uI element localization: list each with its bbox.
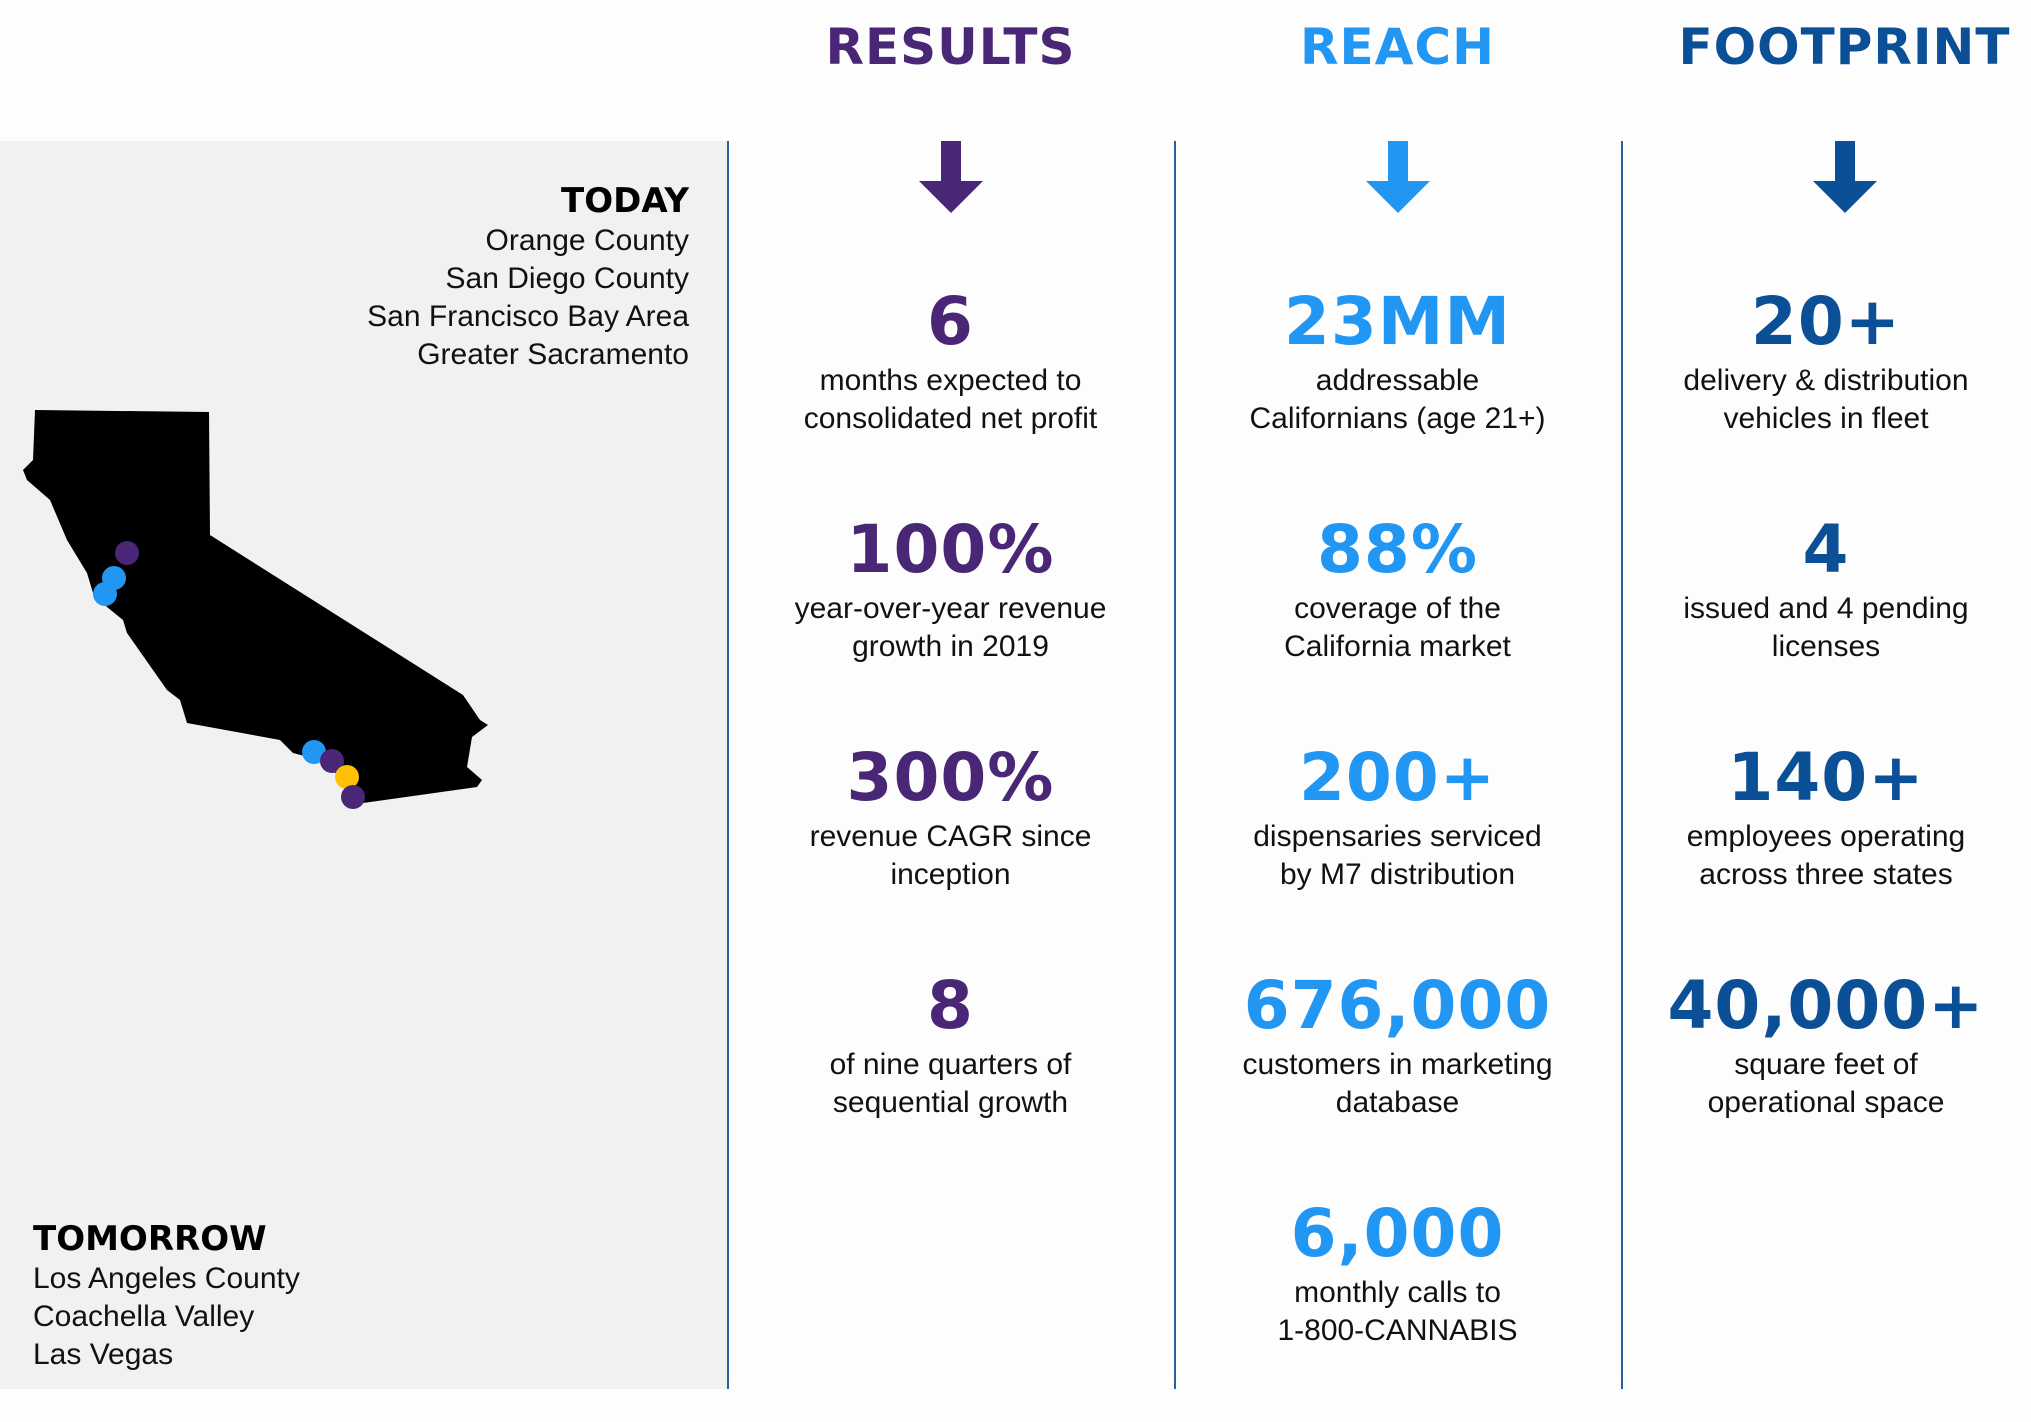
stat-desc: months expected to: [819, 364, 1082, 397]
column-divider: [1174, 141, 1176, 1389]
map-marker-la: [302, 740, 326, 764]
stat-desc: licenses: [1771, 630, 1881, 663]
california-map: [23, 410, 488, 809]
location-item: Coachella Valley: [33, 1300, 255, 1333]
stat-value: 6,000: [1290, 1195, 1505, 1272]
stat-desc: consolidated net profit: [803, 402, 1098, 435]
stat-item: 88% coverage of the California market: [1284, 510, 1511, 738]
reach-column: 23MM addressable Californians (age 21+) 88…: [1174, 282, 1621, 1422]
california-shape: [23, 410, 488, 803]
stat-value: 40,000+: [1667, 967, 1985, 1044]
stat-item: 100% year-over-year revenue growth in 2019: [795, 510, 1107, 738]
stat-desc: customers in marketing: [1242, 1048, 1553, 1081]
stat-item: 40,000+ square feet of operational space: [1668, 966, 1985, 1194]
stat-desc: square feet of: [1734, 1048, 1918, 1081]
column-divider: [1621, 141, 1623, 1389]
stat-desc: database: [1335, 1086, 1460, 1119]
location-item: Greater Sacramento: [417, 338, 689, 371]
stat-item: 20+ delivery & distribution vehicles in fl…: [1683, 282, 1968, 510]
stat-value: 23MM: [1283, 283, 1512, 360]
stat-desc: sequential growth: [832, 1086, 1069, 1119]
stat-value: 200+: [1298, 739, 1497, 816]
stat-item: 6 months expected to consolidated net prof…: [804, 282, 1098, 510]
stat-value: 140+: [1727, 739, 1925, 816]
location-item: Orange County: [485, 224, 689, 257]
tomorrow-locations: TOMORROW Los Angeles County Coachella Va…: [33, 1218, 300, 1374]
tomorrow-title: TOMORROW: [33, 1219, 267, 1259]
column-divider: [727, 141, 729, 1389]
stat-desc: inception: [890, 858, 1011, 891]
stat-item: 140+ employees operating across three stat…: [1687, 738, 1966, 966]
stat-desc: monthly calls to: [1294, 1276, 1501, 1309]
stat-desc: employees operating: [1686, 820, 1966, 853]
stat-desc: addressable: [1315, 364, 1480, 397]
stat-value: 4: [1802, 511, 1850, 588]
stat-desc: of nine quarters of: [829, 1048, 1072, 1081]
stat-item: 300% revenue CAGR since inception: [810, 738, 1092, 966]
stat-value: 20+: [1750, 283, 1902, 360]
stat-value: 88%: [1317, 511, 1478, 588]
stat-desc: across three states: [1699, 858, 1953, 891]
stat-desc: operational space: [1707, 1086, 1945, 1119]
stat-desc: growth in 2019: [852, 630, 1049, 663]
stat-item: 676,000 customers in marketing database: [1242, 966, 1552, 1194]
location-item: Los Angeles County: [33, 1262, 300, 1295]
stat-value: 8: [927, 967, 974, 1044]
stat-desc: 1-800-CANNABIS: [1277, 1314, 1518, 1347]
today-locations: TODAY Orange County San Diego County San…: [367, 180, 689, 374]
location-item: San Francisco Bay Area: [367, 300, 689, 333]
stat-desc: issued and 4 pending: [1683, 592, 1969, 625]
arrow-down-icon: [1366, 141, 1430, 213]
arrow-down-icon: [919, 141, 983, 213]
location-item: Las Vegas: [33, 1338, 174, 1371]
results-column: 6 months expected to consolidated net prof…: [727, 282, 1174, 1194]
today-title: TODAY: [561, 181, 689, 221]
stat-desc: year-over-year revenue: [794, 592, 1107, 625]
map-marker-bay-south: [93, 582, 117, 606]
stat-item: 23MM addressable Californians (age 21+): [1249, 282, 1545, 510]
stat-desc: vehicles in fleet: [1723, 402, 1929, 435]
stat-item: 4 issued and 4 pending licenses: [1683, 510, 1968, 738]
stat-value: 676,000: [1243, 967, 1552, 1044]
stat-item: 6,000 monthly calls to 1-800-CANNABIS: [1277, 1194, 1517, 1422]
stat-desc: by M7 distribution: [1279, 858, 1516, 891]
footprint-header: FOOTPRINT: [1678, 18, 2011, 76]
stat-item: 8 of nine quarters of sequential growth: [830, 966, 1072, 1194]
map-marker-san-diego: [341, 785, 365, 809]
stat-desc: dispensaries serviced: [1253, 820, 1542, 853]
stat-desc: coverage of the: [1294, 592, 1501, 625]
stat-value: 6: [927, 283, 974, 360]
map-marker-coast: [335, 765, 359, 789]
stat-desc: Californians (age 21+): [1249, 402, 1546, 435]
reach-header: REACH: [1300, 18, 1495, 76]
location-item: San Diego County: [445, 262, 690, 295]
arrow-down-icon: [1813, 141, 1877, 213]
stat-desc: California market: [1284, 630, 1511, 663]
stat-item: 200+ dispensaries serviced by M7 distribut…: [1253, 738, 1541, 966]
stat-value: 300%: [846, 739, 1055, 816]
footprint-column: 20+ delivery & distribution vehicles in fl…: [1621, 282, 2031, 1194]
stat-desc: revenue CAGR since: [809, 820, 1092, 853]
stat-desc: delivery & distribution: [1683, 364, 1969, 397]
stat-value: 100%: [846, 511, 1055, 588]
map-marker-sacramento: [115, 541, 139, 565]
map-marker-orange: [320, 749, 344, 773]
results-header: RESULTS: [825, 18, 1076, 76]
